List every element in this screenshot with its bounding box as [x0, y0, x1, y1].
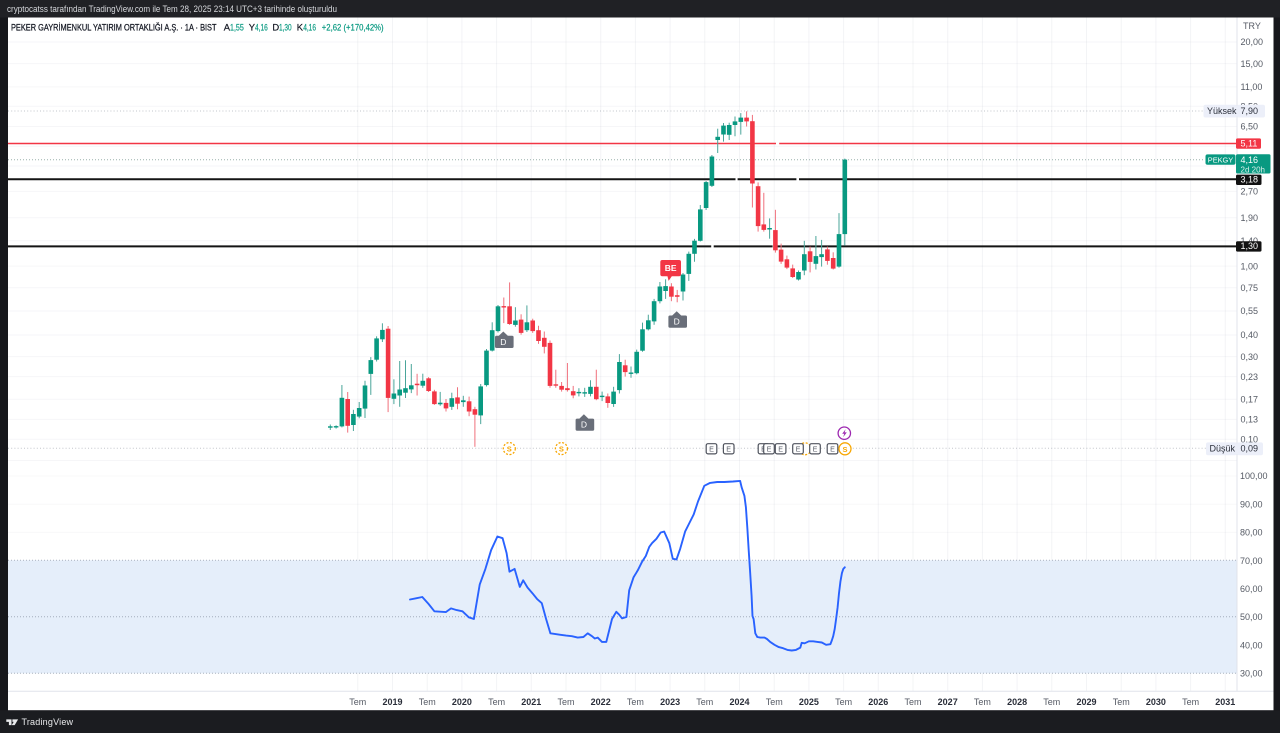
svg-text:1,30: 1,30 — [1241, 241, 1259, 251]
svg-text:2023: 2023 — [660, 697, 680, 707]
svg-text:0,40: 0,40 — [1241, 330, 1259, 340]
svg-text:2d 20h: 2d 20h — [1241, 165, 1265, 174]
svg-text:Tem: Tem — [696, 697, 713, 707]
svg-text:E: E — [709, 445, 714, 454]
svg-text:D: D — [581, 420, 587, 430]
svg-text:1,55: 1,55 — [230, 22, 244, 33]
svg-text:TradingView: TradingView — [22, 717, 74, 727]
svg-text:30,00: 30,00 — [1240, 669, 1263, 679]
svg-text:3,18: 3,18 — [1241, 175, 1259, 185]
svg-text:4,16: 4,16 — [303, 22, 316, 33]
svg-text:2031: 2031 — [1215, 697, 1235, 707]
svg-text:Tem: Tem — [974, 697, 991, 707]
svg-text:2,70: 2,70 — [1241, 187, 1259, 197]
svg-text:0,75: 0,75 — [1241, 283, 1259, 293]
svg-text:50,00: 50,00 — [1240, 612, 1263, 622]
svg-text:BE: BE — [665, 263, 677, 273]
svg-text:100,00: 100,00 — [1240, 471, 1268, 481]
svg-text:2026: 2026 — [868, 697, 888, 707]
svg-text:5,11: 5,11 — [1241, 138, 1258, 148]
svg-text:TRY: TRY — [1243, 21, 1261, 31]
svg-text:S: S — [507, 445, 512, 454]
svg-text:1,30: 1,30 — [279, 22, 292, 33]
svg-text:S: S — [559, 445, 564, 454]
svg-text:0,10: 0,10 — [1241, 434, 1259, 444]
svg-text:S: S — [842, 445, 847, 454]
svg-text:15,00: 15,00 — [1241, 59, 1264, 69]
svg-text:D: D — [500, 337, 506, 347]
svg-text:2028: 2028 — [1007, 697, 1027, 707]
svg-text:2030: 2030 — [1146, 697, 1166, 707]
svg-text:Tem: Tem — [557, 697, 574, 707]
svg-text:7,90: 7,90 — [1241, 106, 1259, 116]
svg-text:A: A — [224, 22, 231, 33]
svg-text:E: E — [726, 445, 731, 454]
svg-text:Y: Y — [249, 22, 256, 33]
svg-text:60,00: 60,00 — [1240, 584, 1263, 594]
svg-text:Tem: Tem — [627, 697, 644, 707]
svg-text:20,00: 20,00 — [1241, 37, 1264, 47]
svg-text:D: D — [674, 317, 680, 327]
svg-text:2029: 2029 — [1076, 697, 1096, 707]
svg-text:1,90: 1,90 — [1241, 213, 1259, 223]
svg-text:E: E — [813, 445, 818, 454]
svg-text:2020: 2020 — [452, 697, 472, 707]
svg-text:0,23: 0,23 — [1241, 372, 1259, 382]
svg-text:Tem: Tem — [835, 697, 852, 707]
svg-text:6,50: 6,50 — [1241, 122, 1259, 132]
svg-text:80,00: 80,00 — [1240, 528, 1263, 538]
svg-text:4,16: 4,16 — [255, 22, 268, 33]
svg-text:2022: 2022 — [591, 697, 611, 707]
svg-text:11,00: 11,00 — [1241, 82, 1263, 92]
svg-text:PEKGY: PEKGY — [1208, 155, 1234, 164]
svg-text:Tem: Tem — [1043, 697, 1060, 707]
svg-text:+2,62 (+170,42%): +2,62 (+170,42%) — [322, 22, 384, 33]
svg-text:Tem: Tem — [349, 697, 366, 707]
svg-text:2024: 2024 — [729, 697, 749, 707]
svg-text:E: E — [778, 445, 783, 454]
svg-text:90,00: 90,00 — [1240, 499, 1263, 509]
svg-text:2027: 2027 — [938, 697, 958, 707]
svg-text:70,00: 70,00 — [1240, 556, 1263, 566]
svg-text:0,30: 0,30 — [1241, 352, 1259, 362]
svg-text:Tem: Tem — [488, 697, 505, 707]
svg-text:4,16: 4,16 — [1241, 155, 1259, 165]
svg-text:0,17: 0,17 — [1241, 395, 1259, 405]
svg-text:D: D — [272, 22, 279, 33]
svg-text:Yüksek: Yüksek — [1207, 106, 1237, 116]
svg-text:2025: 2025 — [799, 697, 819, 707]
svg-text:Tem: Tem — [904, 697, 921, 707]
svg-text:0,55: 0,55 — [1241, 306, 1259, 316]
svg-text:1,40: 1,40 — [1241, 236, 1259, 246]
svg-text:E: E — [767, 445, 772, 454]
svg-text:cryptocatss tarafından Trading: cryptocatss tarafından TradingView.com i… — [7, 4, 337, 15]
svg-text:E: E — [830, 445, 835, 454]
svg-text:0,09: 0,09 — [1241, 444, 1259, 454]
svg-text:Tem: Tem — [1113, 697, 1130, 707]
svg-text:Tem: Tem — [1182, 697, 1199, 707]
svg-text:Düşük: Düşük — [1210, 444, 1236, 454]
svg-text:0,13: 0,13 — [1241, 415, 1259, 425]
svg-text:PEKER GAYRİMENKUL YATIRIM ORTA: PEKER GAYRİMENKUL YATIRIM ORTAKLIĞI A.Ş.… — [11, 22, 217, 33]
svg-text:1,00: 1,00 — [1241, 261, 1259, 271]
svg-text:Tem: Tem — [419, 697, 436, 707]
svg-text:Tem: Tem — [766, 697, 783, 707]
svg-text:2019: 2019 — [382, 697, 402, 707]
svg-text:K: K — [297, 22, 304, 33]
svg-text:40,00: 40,00 — [1240, 640, 1263, 650]
svg-text:E: E — [796, 445, 801, 454]
svg-text:2021: 2021 — [521, 697, 541, 707]
